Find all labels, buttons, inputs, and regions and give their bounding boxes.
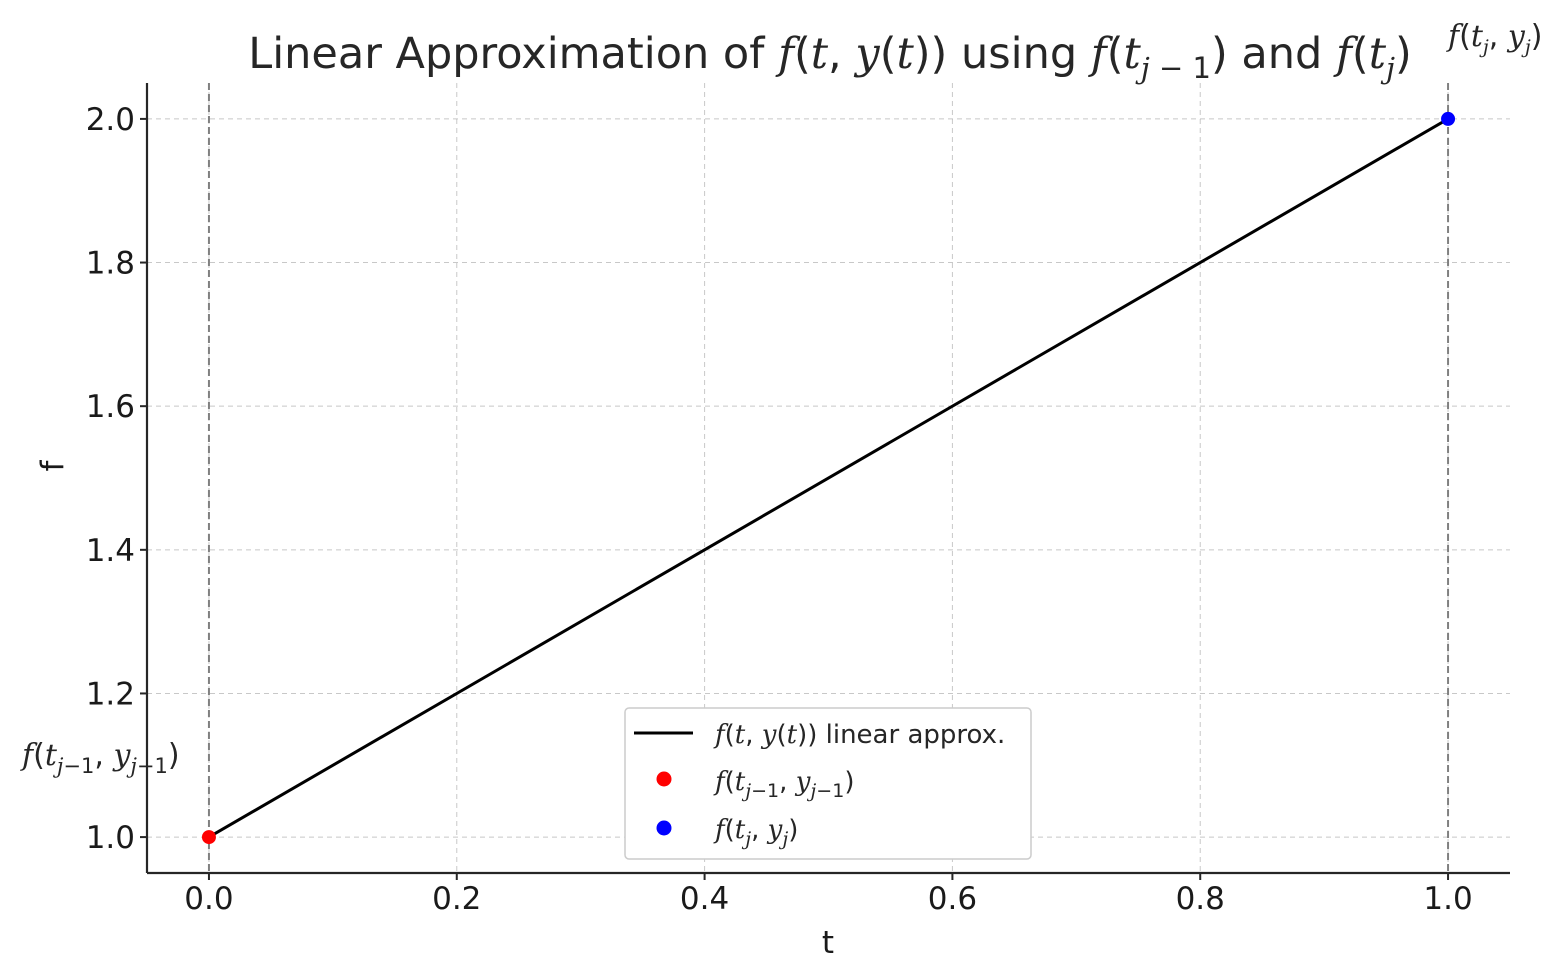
legend-label-linear: f(t, y(t)) linear approx.	[713, 720, 1005, 750]
y-axis-label: f	[35, 459, 71, 471]
x-axis-label: t	[822, 925, 834, 961]
chart-title: Linear Approximation of f(t, y(t)) using…	[248, 29, 1412, 85]
x-tick-label-2: 0.4	[680, 881, 729, 917]
legend: f(t, y(t)) linear approx. f(tj−1, yj−1) …	[624, 707, 1032, 860]
legend-label-end: f(tj, yj)	[713, 815, 798, 850]
annotation-start-point: f(tj−1, yj−1)	[20, 738, 180, 778]
x-tick-label-4: 0.8	[1176, 881, 1225, 917]
y-tick-label-1: 1.2	[86, 676, 135, 712]
series-point-1-0	[201, 830, 216, 845]
y-tick-label-2: 1.4	[86, 533, 135, 569]
ticks: 0.0 0.2 0.4 0.6 0.8 1.0 1.0 1.2 1.4 1.6 1.8 2.0	[86, 102, 1473, 917]
y-tick-label-3: 1.6	[86, 389, 135, 425]
x-tick-label-1: 0.2	[432, 881, 481, 917]
x-tick-label-3: 0.6	[928, 881, 977, 917]
series-point-2-0	[1441, 111, 1456, 126]
y-tick-label-0: 1.0	[86, 820, 135, 856]
series-line-0	[208, 117, 1449, 839]
y-tick-label-4: 1.8	[86, 246, 135, 282]
plot-area	[201, 111, 1456, 845]
x-tick-label-5: 1.0	[1423, 881, 1472, 917]
y-tick-label-5: 2.0	[86, 102, 135, 138]
legend-label-start: f(tj−1, yj−1)	[713, 767, 854, 802]
legend-red-dot	[656, 771, 672, 787]
x-tick-label-0: 0.0	[184, 881, 233, 917]
legend-box	[624, 707, 1032, 860]
legend-blue-dot	[656, 820, 672, 836]
annotation-end-point: f(tj, yj)	[1446, 19, 1542, 58]
